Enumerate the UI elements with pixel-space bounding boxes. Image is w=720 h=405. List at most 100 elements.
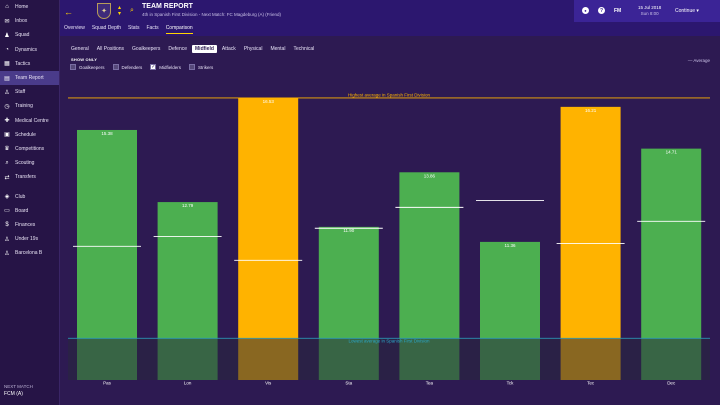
filter-defenders[interactable]: Defenders (112, 64, 142, 70)
subtab-physical[interactable]: Physical (243, 46, 263, 52)
subtab-mental[interactable]: Mental (270, 46, 286, 52)
back-arrow-icon[interactable]: ← (64, 7, 73, 17)
sidebar-item-label: Transfers (15, 174, 36, 181)
sidebar-item-squad[interactable]: ♟ Squad (0, 28, 59, 42)
trophy-icon: ♛ (4, 146, 10, 153)
finances-icon: $ (5, 221, 9, 228)
top-right-panel: ● ? FM 15 Jul 2018 Sun 8:00 Continue ▾ (574, 0, 720, 22)
subtab-attack[interactable]: Attack (221, 46, 236, 52)
category-label-pas: Pas (103, 381, 112, 386)
sidebar-item-label: Board (15, 207, 29, 214)
subtab-all-positions[interactable]: All Positions (96, 46, 125, 52)
training-icon: ◷ (4, 103, 10, 110)
subtab-midfield[interactable]: Midfield (192, 45, 217, 53)
subtab-defence[interactable]: Defence (168, 46, 188, 52)
sidebar-item-club[interactable]: ◈ Club (0, 189, 59, 203)
next-match-value: FCM (A) (4, 391, 23, 397)
tab-squad-depth[interactable]: Squad Depth (91, 25, 122, 31)
sidebar-item-label: Club (15, 193, 26, 200)
category-label-tea: Tea (426, 381, 434, 386)
tactics-icon: ▦ (4, 61, 10, 68)
sidebar-item-label: Tactics (15, 60, 31, 67)
sidebar-item-label: Finances (15, 221, 36, 228)
medical-icon: ✚ (4, 118, 10, 125)
sidebar-item-scouting[interactable]: ⌕ Scouting (0, 156, 59, 170)
subtab-goalkeepers[interactable]: Goalkeepers (132, 46, 161, 52)
inbox-icon: ✉ (4, 18, 10, 25)
value-label-pas: 15.38 (101, 131, 113, 136)
search-icon[interactable]: ⌕ (130, 7, 134, 14)
main-tabs: Overview Squad Depth Stats Facts Comparison (64, 25, 193, 34)
tab-facts[interactable]: Facts (146, 25, 159, 31)
filter-strikers[interactable]: Strikers (189, 64, 213, 70)
game-date-label: 15 Jul 2018 (638, 5, 662, 10)
continue-chevron-icon: ▾ (696, 8, 699, 14)
next-match-label: NEXT MATCH (4, 384, 33, 389)
sidebar-item-training[interactable]: ◷ Training (0, 99, 59, 113)
sidebar-item-label: Inbox (15, 18, 28, 25)
top-bar: ← ✦ ▴ ▾ ⌕ TEAM REPORT 4th in Spanish Firs… (60, 0, 720, 36)
sidebar-item-transfers[interactable]: ⇄ Transfers (0, 170, 59, 184)
club-crest-icon[interactable]: ✦ (97, 3, 111, 19)
filter-goalkeepers[interactable]: Goalkeepers (70, 64, 105, 70)
value-label-lon: 12.79 (182, 203, 194, 208)
sidebar-item-label: Staff (15, 89, 26, 96)
main-content: General All Positions Goalkeepers Defence Mi… (60, 36, 720, 405)
sidebar-item-barcelona-b[interactable]: ♙ Barcelona B (0, 246, 59, 260)
category-label-tec: Tec (587, 381, 595, 386)
checkbox-icon[interactable] (189, 64, 196, 70)
scouting-icon: ⌕ (5, 159, 9, 166)
sub-tabs: General All Positions Goalkeepers Defence Mi… (68, 45, 317, 53)
help-icon[interactable]: ? (598, 7, 605, 14)
sidebar-item-medical-centre[interactable]: ✚ Medical Centre (0, 114, 59, 128)
sidebar-item-label: Team Report (15, 75, 44, 82)
value-label-tea: 13.86 (424, 173, 436, 178)
sidebar-item-schedule[interactable]: ▣ Schedule (0, 128, 59, 142)
sidebar-item-label: Medical Centre (15, 117, 49, 124)
filter-label: Strikers (198, 64, 214, 70)
game-time-label: Sun 8:00 (640, 11, 659, 16)
sidebar-item-dynamics[interactable]: ◔ Dynamics (0, 43, 59, 57)
sidebar-item-label: Barcelona B (15, 250, 43, 257)
sidebar-item-staff[interactable]: ♙ Staff (0, 85, 59, 99)
sidebar-item-board[interactable]: ▭ Board (0, 204, 59, 218)
comparison-chart: Highest average in Spanish First Divisio… (68, 92, 710, 386)
subtab-general[interactable]: General (71, 46, 89, 52)
reserve-icon: ♙ (4, 250, 10, 257)
checkbox-icon[interactable] (70, 64, 76, 70)
sidebar-item-team-report[interactable]: ▤ Team Report (0, 70, 59, 86)
page-subtitle[interactable]: 4th in Spanish First Division - Next Mat… (142, 12, 282, 17)
sidebar-item-label: Training (15, 103, 33, 110)
board-icon: ▭ (4, 208, 10, 215)
tab-stats[interactable]: Stats (128, 25, 140, 31)
value-label-tck: 11.36 (505, 243, 516, 248)
sidebar-item-under-19s[interactable]: ♙ Under 19s (0, 232, 59, 246)
continue-button[interactable]: Continue ▾ (675, 8, 699, 14)
bar-vis[interactable] (238, 97, 299, 380)
sidebar-item-label: Schedule (15, 131, 36, 138)
fm-menu-button[interactable]: FM (614, 8, 622, 14)
game-date: 15 Jul 2018 Sun 8:00 (638, 5, 661, 17)
show-only-label: SHOW ONLY (71, 57, 98, 62)
category-label-tck: Tck (507, 381, 515, 386)
notifications-icon[interactable]: ● (582, 7, 589, 14)
tab-overview[interactable]: Overview (64, 25, 85, 31)
continue-label: Continue (675, 8, 696, 14)
sidebar-item-home[interactable]: ⌂ Home (0, 0, 59, 14)
sidebar-item-inbox[interactable]: ✉ Inbox (0, 14, 59, 28)
dynamics-icon: ◔ (5, 46, 9, 53)
checkbox-checked-icon[interactable]: ✓ (150, 64, 157, 70)
filter-midfielders[interactable]: ✓ Midfielders (150, 64, 181, 70)
sidebar-item-tactics[interactable]: ▦ Tactics (0, 57, 59, 71)
home-icon: ⌂ (5, 4, 9, 11)
tab-comparison[interactable]: Comparison (165, 25, 193, 34)
club-switch-icon[interactable]: ▴ ▾ (118, 5, 122, 17)
sidebar-item-competitions[interactable]: ♛ Competitions (0, 142, 59, 156)
club-icon: ◈ (4, 194, 10, 201)
squad-icon: ♟ (4, 32, 10, 39)
next-match[interactable]: NEXT MATCH FCM (A) (4, 384, 33, 397)
subtab-technical[interactable]: Technical (293, 46, 315, 52)
page-title: TEAM REPORT (142, 3, 193, 10)
checkbox-icon[interactable] (112, 64, 119, 70)
sidebar-item-finances[interactable]: $ Finances (0, 218, 59, 232)
